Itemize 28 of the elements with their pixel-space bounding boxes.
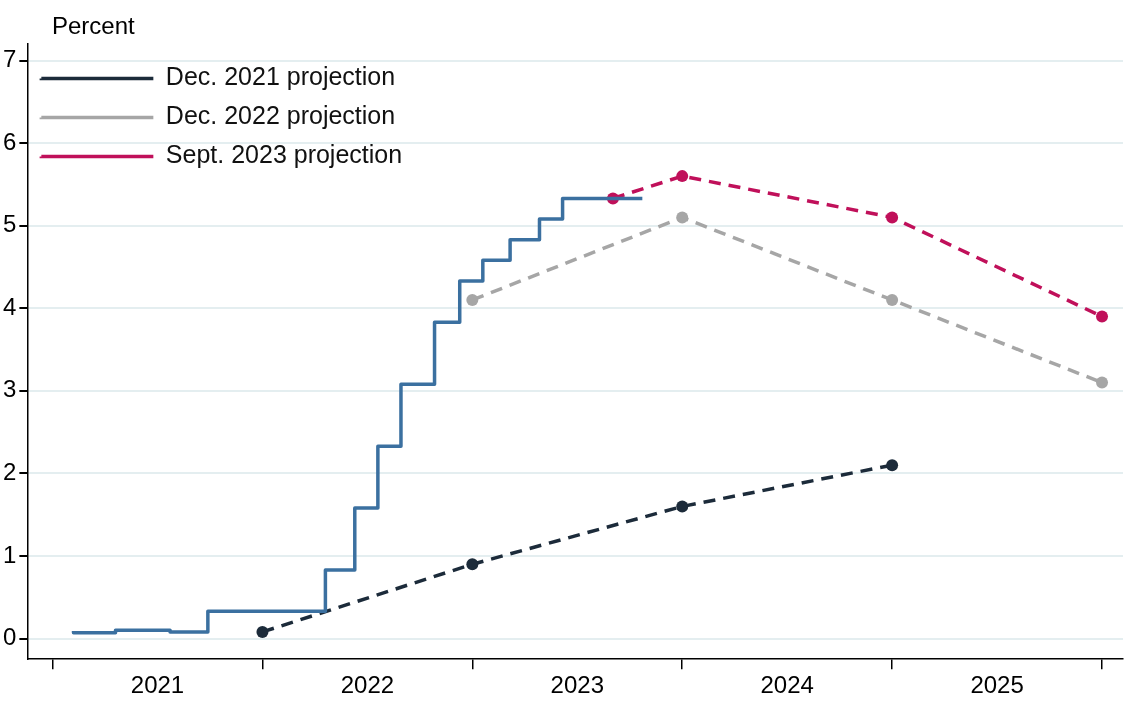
point [466, 558, 479, 571]
point [886, 459, 899, 472]
y-tick-label: 3 [2, 375, 17, 403]
point [886, 211, 899, 224]
point [676, 211, 689, 224]
y-tick-label: 2 [2, 458, 17, 486]
y-tick-label: 1 [2, 540, 17, 568]
legend-label: Dec. 2022 projection [165, 101, 396, 130]
x-tick-label: 2025 [970, 671, 1024, 699]
point [676, 500, 689, 513]
y-tick-label: 6 [2, 127, 17, 155]
point [1096, 376, 1109, 389]
y-tick-label: 4 [2, 292, 17, 320]
x-tick-label: 2023 [550, 671, 604, 699]
x-tick-label: 2024 [760, 671, 814, 699]
x-tick-label: 2021 [130, 671, 185, 699]
y-axis-title: Percent [52, 12, 135, 40]
point [256, 625, 269, 638]
legend-label: Sept. 2023 projection [165, 140, 403, 169]
x-tick-label: 2022 [340, 671, 395, 699]
y-tick-label: 0 [2, 623, 17, 651]
point [1096, 310, 1109, 323]
legend-label: Dec. 2021 projection [165, 62, 396, 91]
point [466, 293, 479, 306]
point [676, 170, 689, 183]
point [886, 293, 899, 306]
y-tick-label: 7 [2, 45, 17, 73]
y-tick-label: 5 [2, 210, 17, 238]
